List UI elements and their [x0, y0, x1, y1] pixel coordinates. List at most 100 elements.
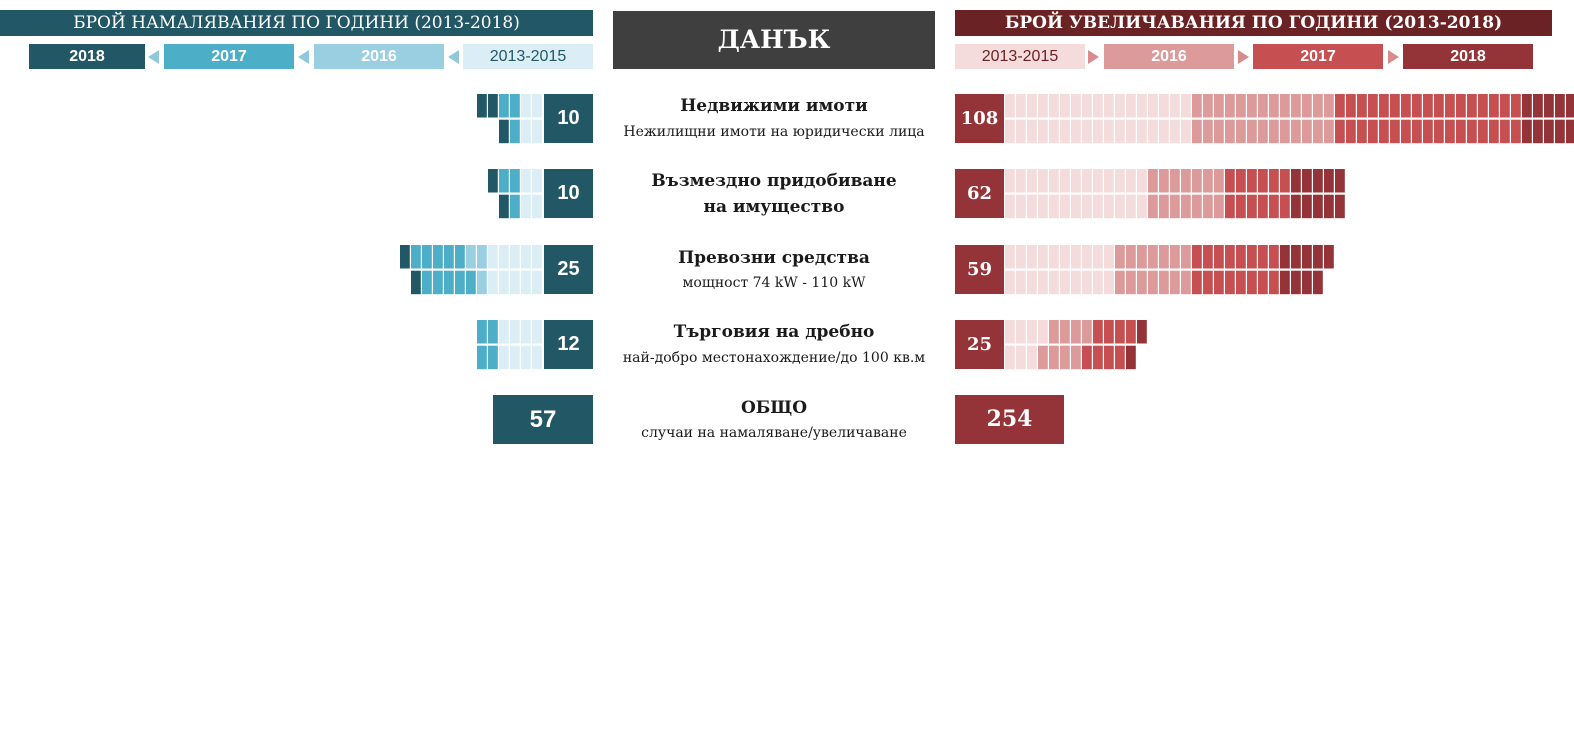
right-waffle-cell-2016 — [1148, 270, 1158, 295]
right-waffle-cell-2013-2015 — [1082, 119, 1092, 144]
right-waffle-cell-2018 — [1522, 119, 1532, 144]
right-waffle-cell-2018 — [1291, 245, 1301, 269]
right-waffle-cell-2017 — [1258, 270, 1268, 295]
right-waffle-cell-2018 — [1544, 119, 1554, 144]
right-waffle-cell-2013-2015 — [1137, 119, 1147, 144]
category-subtitle: Нежилищни имоти на юридически лица — [623, 124, 925, 140]
right-waffle-cell-2013-2015 — [1126, 194, 1136, 219]
right-waffle-cell-2016 — [1126, 270, 1136, 295]
left-waffle-cell-2013-2015 — [532, 94, 542, 118]
right-waffle-cell-2013-2015 — [1027, 245, 1037, 269]
right-waffle-cell-2013-2015 — [1016, 194, 1026, 219]
right-waffle-cell-2018 — [1533, 119, 1543, 144]
right-waffle-cell-2016 — [1313, 119, 1323, 144]
right-waffle-cell-2013-2015 — [1060, 194, 1070, 219]
right-waffle-cell-2016 — [1324, 94, 1334, 118]
right-waffle-cell-2017 — [1225, 169, 1235, 193]
right-waffle-cell-2013-2015 — [1005, 169, 1015, 193]
left-waffle-cell-2013-2015 — [532, 169, 542, 193]
right-waffle-cell-2017 — [1093, 345, 1103, 370]
left-waffle-cell-2018 — [477, 94, 487, 118]
right-waffle-cell-2013-2015 — [1104, 119, 1114, 144]
right-waffle-cell-2016 — [1291, 119, 1301, 144]
right-waffle-cell-2013-2015 — [1115, 94, 1125, 118]
right-waffle-cell-2018 — [1324, 169, 1334, 193]
left-waffle-cell-2013-2015 — [521, 270, 531, 295]
right-waffle-cell-2013-2015 — [1016, 270, 1026, 295]
right-waffle-cell-2017 — [1225, 194, 1235, 219]
right-waffle-cell-2017 — [1467, 119, 1477, 144]
right-waffle-cell-2016 — [1192, 119, 1202, 144]
right-waffle-cell-2013-2015 — [1082, 194, 1092, 219]
left-waffle-cell-2017 — [499, 169, 509, 193]
legend-right-2017: 2017 — [1253, 44, 1383, 69]
right-waffle-cell-2016 — [1137, 245, 1147, 269]
right-waffle-cell-2017 — [1093, 320, 1103, 344]
right-waffle-cell-2013-2015 — [1060, 169, 1070, 193]
right-waffle-cell-2013-2015 — [1115, 169, 1125, 193]
right-waffle-cell-2013-2015 — [1005, 245, 1015, 269]
right-waffle-cell-2017 — [1115, 345, 1125, 370]
left-waffle-cell-2018 — [488, 94, 498, 118]
right-waffle-cell-2016 — [1324, 119, 1334, 144]
right-waffle-cell-2016 — [1170, 169, 1180, 193]
legend-left-2018: 2018 — [29, 44, 145, 69]
total-subtitle: случаи на намаляване/увеличаване — [641, 425, 907, 441]
category-title: Недвижими имоти — [680, 96, 868, 116]
right-waffle-cell-2016 — [1060, 345, 1070, 370]
right-waffle-cell-2016 — [1203, 194, 1213, 219]
right-waffle-cell-2017 — [1489, 119, 1499, 144]
decrease-count: 25 — [544, 245, 593, 294]
right-waffle-cell-2018 — [1302, 245, 1312, 269]
right-waffle-cell-2013-2015 — [1082, 245, 1092, 269]
left-waffle-cell-2017 — [455, 245, 465, 269]
right-waffle-cell-2016 — [1258, 94, 1268, 118]
right-waffle-cell-2013-2015 — [1027, 345, 1037, 370]
right-waffle-cell-2018 — [1533, 94, 1543, 118]
right-waffle-cell-2013-2015 — [1093, 194, 1103, 219]
left-waffle-cell-2013-2015 — [532, 270, 542, 295]
right-waffle-cell-2016 — [1302, 94, 1312, 118]
legend-arrow-icon — [1238, 50, 1249, 64]
right-waffle-cell-2013-2015 — [1137, 194, 1147, 219]
right-waffle-cell-2016 — [1225, 119, 1235, 144]
right-waffle-cell-2013-2015 — [1016, 345, 1026, 370]
right-waffle-cell-2013-2015 — [1060, 94, 1070, 118]
left-waffle-cell-2017 — [488, 345, 498, 370]
right-waffle-cell-2018 — [1335, 169, 1345, 193]
right-waffle-cell-2013-2015 — [1038, 245, 1048, 269]
right-waffle-cell-2018 — [1555, 94, 1565, 118]
right-waffle-cell-2018 — [1313, 169, 1323, 193]
right-waffle-cell-2016 — [1049, 320, 1059, 344]
left-waffle-cell-2013-2015 — [510, 345, 520, 370]
right-waffle-cell-2017 — [1368, 119, 1378, 144]
right-waffle-cell-2017 — [1390, 119, 1400, 144]
right-waffle-cell-2018 — [1291, 270, 1301, 295]
right-waffle-cell-2013-2015 — [1137, 94, 1147, 118]
category-title: Превозни средства — [678, 248, 870, 268]
right-waffle-cell-2013-2015 — [1016, 320, 1026, 344]
right-waffle-cell-2013-2015 — [1126, 119, 1136, 144]
right-waffle-cell-2017 — [1478, 94, 1488, 118]
right-waffle-cell-2013-2015 — [1016, 119, 1026, 144]
right-waffle-cell-2016 — [1082, 320, 1092, 344]
right-waffle-cell-2017 — [1236, 194, 1246, 219]
right-waffle-cell-2016 — [1280, 94, 1290, 118]
right-waffle-cell-2017 — [1445, 94, 1455, 118]
right-waffle-cell-2018 — [1544, 94, 1554, 118]
left-waffle-cell-2013-2015 — [499, 245, 509, 269]
right-waffle-cell-2013-2015 — [1170, 119, 1180, 144]
right-waffle-cell-2018 — [1555, 119, 1565, 144]
total-increase: 254 — [955, 395, 1064, 444]
left-waffle-cell-2017 — [499, 94, 509, 118]
right-waffle-cell-2016 — [1049, 345, 1059, 370]
right-waffle-cell-2013-2015 — [1170, 94, 1180, 118]
left-waffle-cell-2013-2015 — [532, 119, 542, 144]
left-waffle-cell-2013-2015 — [532, 194, 542, 219]
right-waffle-cell-2016 — [1192, 194, 1202, 219]
right-waffle-cell-2017 — [1280, 169, 1290, 193]
left-waffle-cell-2013-2015 — [521, 345, 531, 370]
legend-arrow-icon — [298, 50, 309, 64]
right-waffle-cell-2017 — [1269, 245, 1279, 269]
right-waffle-cell-2017 — [1247, 169, 1257, 193]
